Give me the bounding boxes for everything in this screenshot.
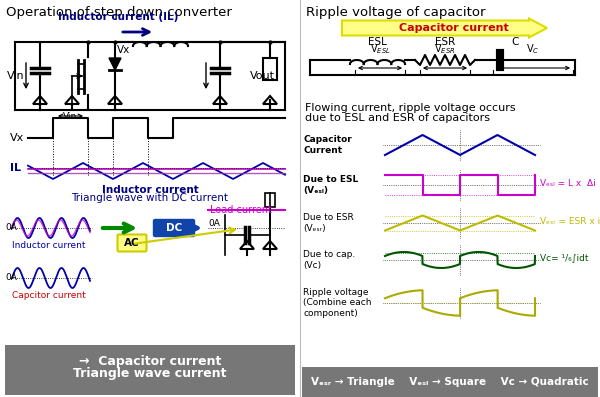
Bar (5, 345, 295, 395)
Text: Load current: Load current (210, 205, 272, 215)
Text: Vout: Vout (250, 71, 275, 81)
Text: Inductor current: Inductor current (12, 241, 86, 250)
Text: →  Capacitor current: → Capacitor current (79, 355, 221, 368)
Text: Vx: Vx (118, 45, 131, 55)
Text: Operation of step down converter: Operation of step down converter (6, 6, 232, 19)
Text: Capcitor current: Capcitor current (12, 291, 86, 300)
Bar (263, 58, 277, 80)
Text: Triangle wave current: Triangle wave current (73, 368, 227, 380)
Text: Ripple voltage
(Combine each
component): Ripple voltage (Combine each component) (303, 288, 371, 318)
Text: Vₑₛₗ = L x  Δi: Vₑₛₗ = L x Δi (540, 179, 596, 187)
Text: Vc= ¹/₆∫idt: Vc= ¹/₆∫idt (540, 254, 589, 262)
FancyBboxPatch shape (118, 235, 146, 252)
Text: Inductor current: Inductor current (101, 185, 199, 195)
FancyBboxPatch shape (154, 220, 194, 237)
Text: Vₑₛᵣ → Triangle    Vₑₛₗ → Square    Vc → Quadratic: Vₑₛᵣ → Triangle Vₑₛₗ → Square Vc → Quadr… (311, 377, 589, 387)
Text: Vₑₛᵣ = ESR x i: Vₑₛᵣ = ESR x i (540, 216, 600, 225)
Text: C: C (511, 37, 518, 47)
Text: 0A: 0A (5, 224, 17, 233)
Text: 0A: 0A (5, 274, 17, 283)
Bar (265, 193, 275, 207)
Text: Due to cap.
(Vc): Due to cap. (Vc) (303, 250, 355, 270)
Text: Triangle wave with DC current: Triangle wave with DC current (71, 193, 229, 203)
Text: due to ESL and ESR of capacitors: due to ESL and ESR of capacitors (305, 113, 490, 123)
Text: Vx: Vx (10, 133, 24, 143)
Text: Due to ESL
(Vₑₛₗ): Due to ESL (Vₑₛₗ) (303, 175, 358, 195)
Text: ESR: ESR (435, 37, 455, 47)
Text: DC: DC (166, 223, 182, 233)
Text: Inductor current (IL): Inductor current (IL) (58, 12, 178, 22)
Text: AC: AC (124, 238, 140, 248)
Text: Capacitor current: Capacitor current (398, 23, 508, 33)
Text: Vin: Vin (64, 112, 77, 121)
Text: V$_C$: V$_C$ (526, 42, 540, 56)
FancyArrow shape (342, 19, 547, 37)
Text: Flowing current, ripple voltage occurs: Flowing current, ripple voltage occurs (305, 103, 515, 113)
Text: Ripple voltage of capacitor: Ripple voltage of capacitor (306, 6, 485, 19)
Text: 0A: 0A (208, 220, 220, 229)
Text: Capacitor
Current: Capacitor Current (303, 135, 352, 155)
Text: Due to ESR
(Vₑₛᵣ): Due to ESR (Vₑₛᵣ) (303, 213, 354, 233)
Polygon shape (109, 58, 121, 70)
Bar (302, 367, 598, 397)
Text: V$_{ESR}$: V$_{ESR}$ (434, 42, 456, 56)
Text: Vin: Vin (7, 71, 25, 81)
Text: ESL: ESL (368, 37, 387, 47)
Text: IL: IL (10, 163, 21, 173)
Text: V$_{ESL}$: V$_{ESL}$ (370, 42, 391, 56)
